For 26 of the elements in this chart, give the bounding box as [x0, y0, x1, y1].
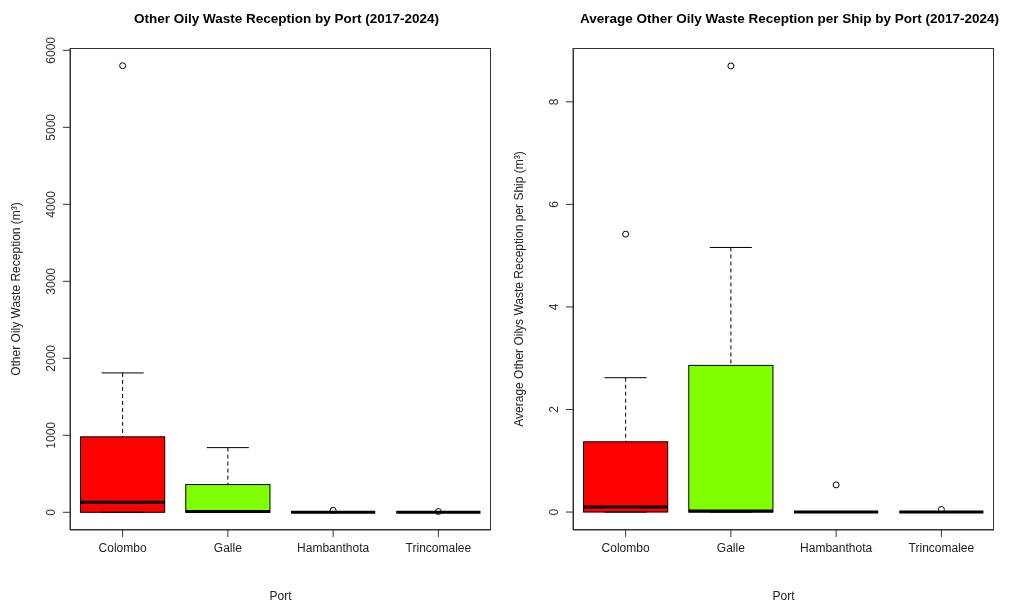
- x-axis-title: Port: [772, 589, 796, 603]
- x-tick-label: Trincomalee: [405, 540, 472, 555]
- y-axis-title: Average Other Oilys Waste Reception per Ship (m³): [512, 151, 527, 427]
- y-tick-label: 4: [547, 303, 561, 311]
- x-tick-label: Trincomalee: [908, 540, 975, 555]
- y-tick-label: 6000: [44, 36, 58, 64]
- chart-title: Other Oily Waste Reception by Port (2017-2024): [133, 10, 440, 28]
- x-tick-label: Hambanthota: [800, 540, 873, 555]
- y-tick-label: 5000: [44, 113, 58, 141]
- y-tick-label: 0: [44, 508, 58, 516]
- y-tick-label: 6: [547, 200, 561, 208]
- y-tick-label: 0: [547, 508, 561, 516]
- x-axis-title: Port: [269, 589, 293, 603]
- y-tick-label: 2: [547, 405, 561, 413]
- y-tick-label: 4000: [44, 190, 58, 218]
- chart-title: Average Other Oily Waste Reception per Ship by Port (2017-2024): [578, 10, 1001, 28]
- x-tick-label: Colombo: [601, 540, 650, 555]
- y-tick-label: 3000: [44, 267, 58, 295]
- x-tick-label: Hambanthota: [297, 540, 370, 555]
- y-tick-label: 1000: [44, 421, 58, 449]
- y-axis-title: Other Oily Waste Reception (m³): [9, 202, 24, 376]
- x-tick-label: Galle: [716, 540, 746, 555]
- x-tick-label: Galle: [213, 540, 243, 555]
- x-tick-label: Colombo: [98, 540, 147, 555]
- y-tick-label: 2000: [44, 344, 58, 372]
- y-tick-label: 8: [547, 98, 561, 106]
